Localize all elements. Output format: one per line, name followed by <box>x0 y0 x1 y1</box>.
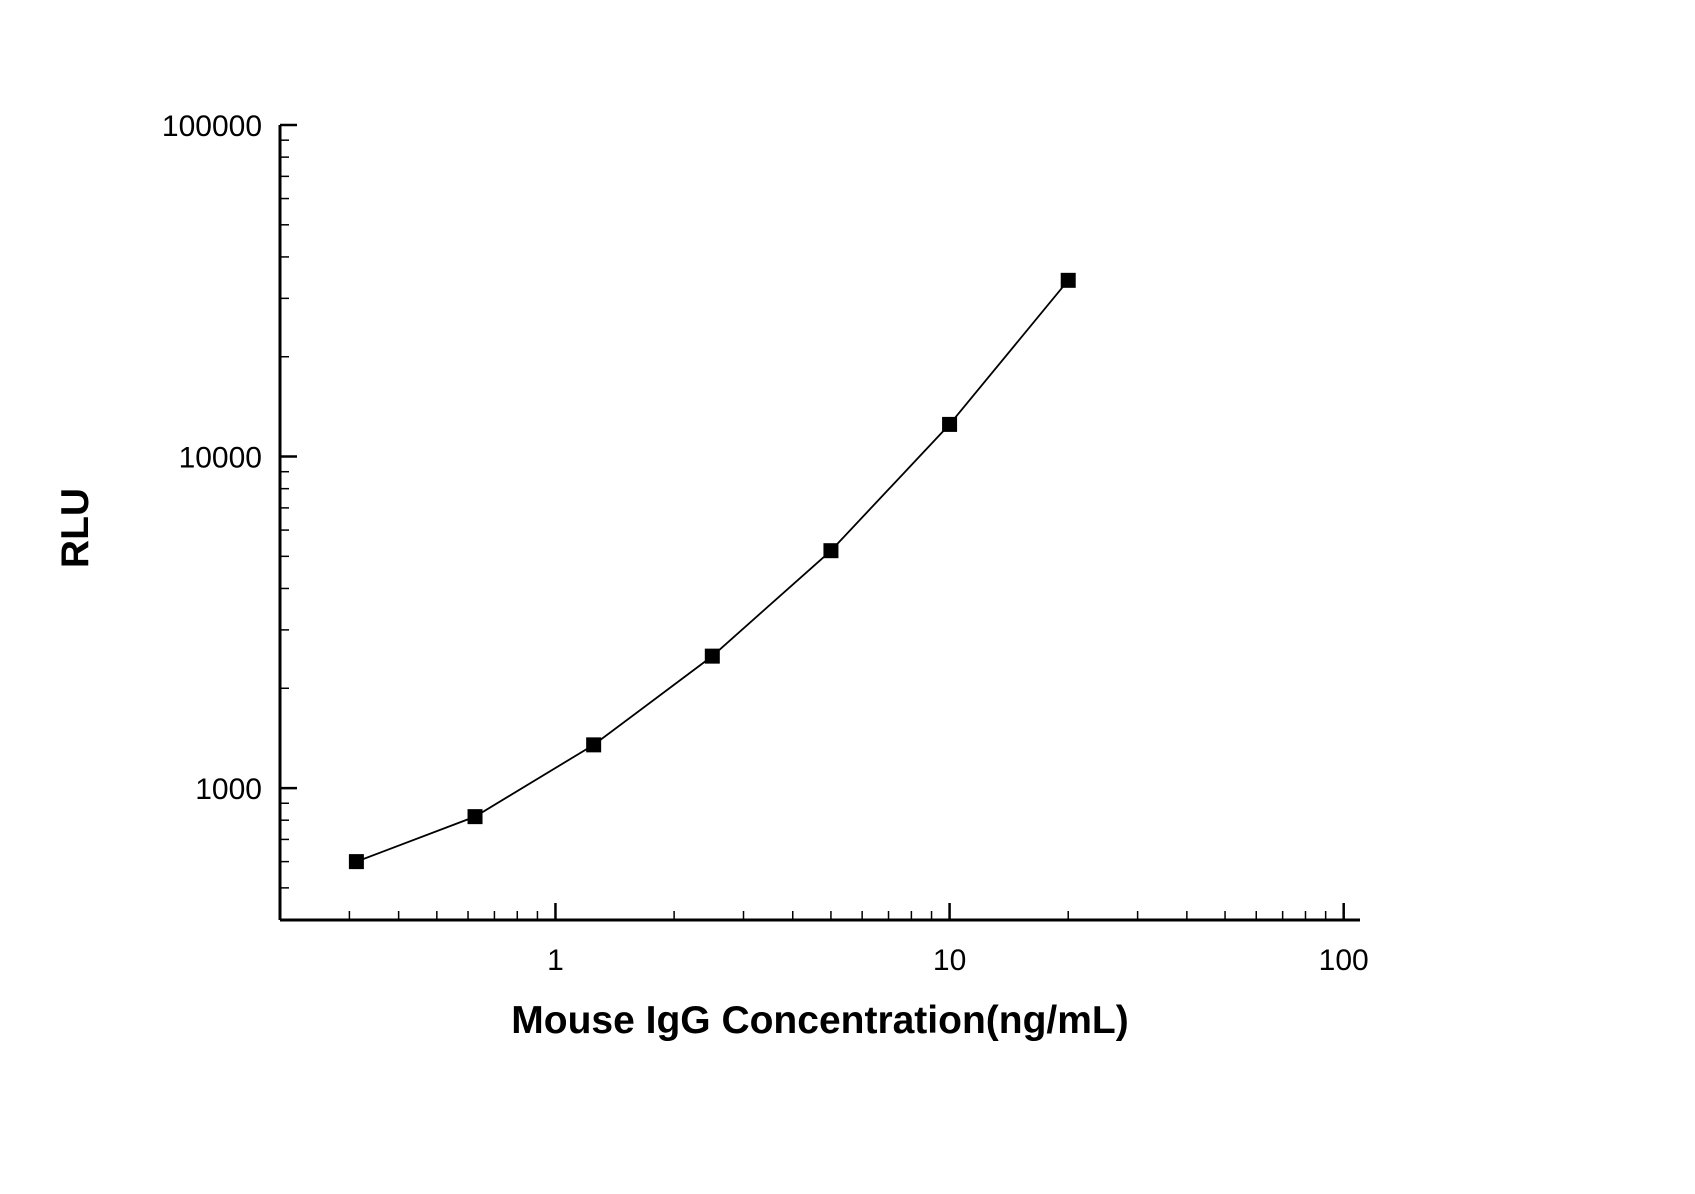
data-point-marker <box>1060 272 1076 288</box>
y-tick-label: 10000 <box>179 442 262 475</box>
x-tick-label: 10 <box>933 944 966 977</box>
y-tick-label: 1000 <box>195 773 262 806</box>
plot-area: 1 10 100 1000 10000 100000 <box>162 110 1369 977</box>
data-point-marker <box>942 416 958 432</box>
data-line <box>356 279 1069 863</box>
x-tick-label: 100 <box>1319 944 1369 977</box>
x-tick-label: 1 <box>547 944 564 977</box>
data-point-marker <box>586 737 602 753</box>
data-point-marker <box>704 648 720 664</box>
y-tick-label: 100000 <box>162 110 262 143</box>
data-point-marker <box>823 543 839 559</box>
x-axis-title: Mouse IgG Concentration(ng/mL) <box>511 999 1128 1042</box>
data-point-marker <box>348 854 364 870</box>
data-point-marker <box>467 809 483 825</box>
y-axis-title: RLU <box>54 488 97 568</box>
